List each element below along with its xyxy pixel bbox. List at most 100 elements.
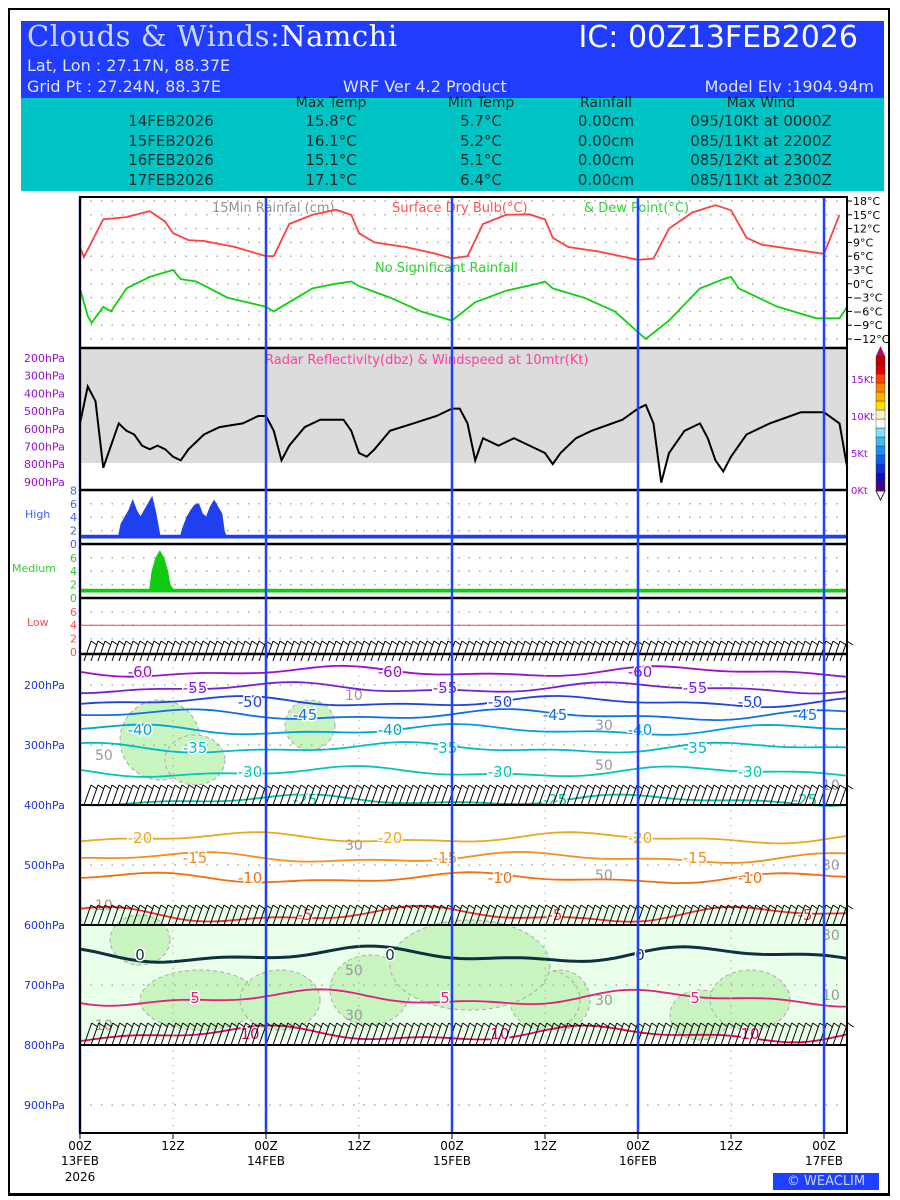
barb-staff [384,784,393,806]
colorbar-swatch [875,418,886,429]
barb-flag [146,640,154,646]
barb-flag [174,904,182,910]
barb-staff [580,784,589,806]
colorbar-swatch [875,355,886,366]
barb-flag [391,904,399,910]
barb-flag [454,640,462,646]
barb-flag [644,1022,651,1028]
barb-flag [363,640,371,646]
barb-flag [153,640,161,646]
wind-barb [384,784,399,806]
wind-barb [377,784,392,806]
wind-barb [762,784,777,806]
wind-barb [454,904,469,926]
barb-staff [153,784,162,806]
wind-barb [734,784,749,806]
wind-barb [797,784,812,806]
barb-staff [475,1022,485,1046]
barb-staff [503,784,512,806]
barb-staff [286,904,295,926]
barb-staff [300,640,309,662]
barb-staff [132,784,141,806]
barb-staff [741,784,750,806]
barb-staff [272,1022,282,1046]
barb-flag [322,1022,329,1028]
wind-barb [132,784,147,806]
wind-barb [111,904,126,926]
barb-staff [587,640,596,662]
wind-barb [209,784,224,806]
barb-flag [580,784,588,790]
barb-staff [545,640,554,662]
isotherm-label: -20 [378,829,403,847]
barb-flag [749,1022,756,1028]
wind-barb [748,904,763,926]
barb-flag [629,784,637,790]
wind-barb [454,1022,469,1046]
wind-barb [377,1022,392,1046]
barb-staff [307,784,316,806]
no-rainfall-note: No Significant Rainfall [375,261,518,276]
barb-staff [573,1022,583,1046]
barb-flag [482,784,490,790]
wind-barb [566,1022,581,1046]
wind-barb [594,784,609,806]
barb-flag [763,1022,770,1028]
barb-flag [202,640,210,646]
barb-flag [804,784,812,790]
wind-barb [755,784,770,806]
barb-staff [230,904,239,926]
cloud-tick-label: 6 [70,606,77,619]
wind-barb [412,904,427,926]
barb-flag [517,784,525,790]
barb-flag [118,640,126,646]
drybulb-title: Surface Dry Bulb(°C) [392,201,528,216]
wind-barb [692,1022,707,1046]
wind-barb [160,640,175,662]
barb-flag [273,1022,280,1028]
isotherm-line [79,871,848,885]
barb-staff [755,904,764,926]
barb-flag [797,784,805,790]
wind-barb [790,904,805,926]
barb-flag [286,784,294,790]
barb-staff [601,640,610,662]
barb-staff [230,784,239,806]
barb-staff [489,640,498,662]
wind-barb [300,640,315,662]
barb-flag [434,1022,441,1028]
wind-barb [195,784,210,806]
wind-barb [657,640,672,662]
barb-staff [209,784,218,806]
wind-barb [531,1022,546,1046]
barb-staff [440,904,449,926]
barb-staff [237,640,246,662]
barb-flag [97,784,105,790]
barb-staff [573,904,582,926]
barb-flag [105,1022,112,1028]
summary-cell-max: 15.8°C [305,112,357,130]
wind-barb [426,904,441,926]
barb-flag [650,904,658,910]
barb-staff [461,904,470,926]
barb-flag [685,784,693,790]
wind-barb [300,1022,315,1046]
barb-staff [573,640,582,662]
barb-staff [552,1022,562,1046]
barb-flag [111,904,119,910]
wind-barb [300,904,315,926]
barb-staff [825,1022,835,1046]
summary-cell-date: 15FEB2026 [128,131,214,150]
isotherm-label: -40 [128,721,153,739]
barb-staff [559,1022,569,1046]
wind-barb [384,1022,399,1046]
isotherm-label: 5 [190,989,200,1007]
wind-barb [195,640,210,662]
barb-staff [545,784,554,806]
barb-staff [83,1022,93,1046]
barb-flag [812,1022,819,1028]
barb-staff [370,784,379,806]
barb-staff [356,904,365,926]
wind-barb [608,784,623,806]
barb-flag [833,1022,840,1028]
